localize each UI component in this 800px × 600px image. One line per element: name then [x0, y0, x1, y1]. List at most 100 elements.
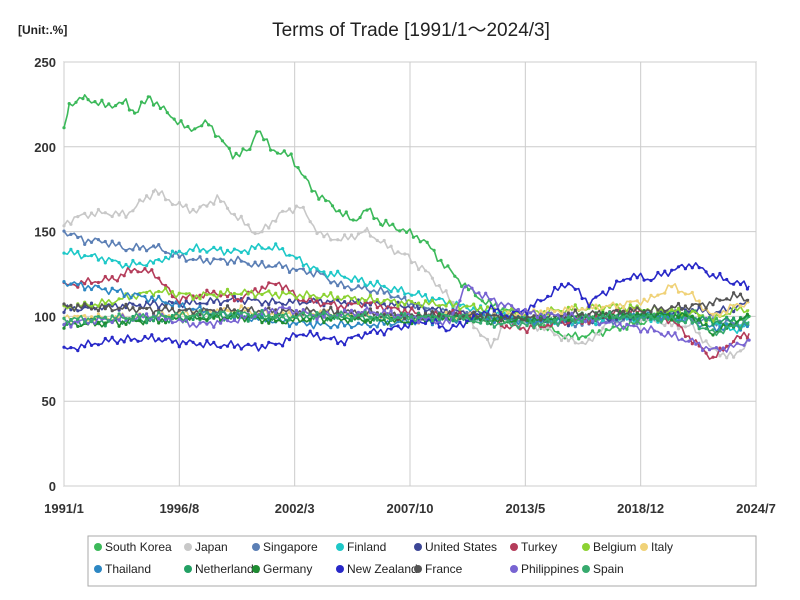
- data-point: [632, 324, 636, 328]
- data-point: [513, 319, 517, 323]
- data-point: [566, 324, 571, 328]
- data-point: [89, 287, 94, 292]
- data-point: [343, 286, 347, 290]
- data-point: [329, 337, 333, 341]
- data-point: [198, 342, 202, 346]
- data-point: [690, 321, 694, 325]
- legend-label: Finland: [347, 540, 386, 554]
- data-point: [260, 343, 264, 348]
- data-point: [89, 305, 94, 309]
- data-point: [117, 318, 121, 322]
- data-point: [151, 311, 156, 316]
- data-point: [556, 313, 560, 317]
- data-point: [83, 314, 87, 318]
- data-point: [281, 321, 285, 325]
- data-point: [444, 304, 448, 308]
- data-point: [83, 345, 87, 349]
- data-point: [76, 324, 80, 328]
- data-point: [145, 306, 149, 311]
- data-point: [110, 214, 114, 219]
- data-point: [718, 314, 722, 318]
- data-point: [246, 251, 250, 256]
- data-point: [513, 316, 517, 320]
- data-point: [368, 320, 372, 324]
- legend-swatch: [252, 565, 260, 573]
- data-point: [131, 302, 135, 306]
- data-point: [96, 320, 100, 324]
- data-point: [704, 270, 708, 274]
- data-point: [403, 295, 407, 299]
- data-point: [138, 247, 142, 251]
- data-point: [212, 311, 216, 315]
- data-point: [628, 277, 632, 281]
- data-point: [322, 235, 326, 239]
- data-point: [239, 347, 243, 351]
- data-point: [301, 205, 305, 209]
- data-point: [676, 301, 681, 306]
- data-point: [329, 315, 333, 320]
- data-point: [535, 316, 540, 320]
- data-point: [566, 308, 571, 313]
- data-point: [198, 249, 202, 253]
- data-point: [62, 302, 66, 306]
- data-point: [676, 315, 681, 320]
- data-point: [747, 338, 751, 342]
- data-point: [690, 303, 694, 307]
- legend-label: United States: [425, 540, 497, 554]
- data-point: [499, 315, 503, 319]
- data-point: [670, 285, 674, 289]
- data-point: [308, 268, 312, 272]
- data-point: [652, 329, 657, 333]
- data-point: [260, 259, 264, 264]
- legend-swatch: [510, 543, 518, 551]
- series-points: [62, 189, 750, 360]
- data-point: [138, 316, 142, 320]
- data-point: [444, 317, 448, 321]
- data-point: [525, 330, 529, 335]
- data-point: [219, 310, 223, 314]
- data-point: [336, 298, 340, 302]
- data-point: [122, 294, 126, 299]
- data-point: [697, 303, 701, 307]
- data-point: [479, 313, 483, 317]
- data-point: [62, 323, 66, 327]
- data-point: [267, 281, 271, 285]
- data-point: [368, 316, 372, 320]
- data-point: [308, 294, 312, 298]
- data-point: [506, 319, 510, 323]
- data-point: [503, 304, 507, 309]
- data-point: [410, 306, 414, 310]
- legend-label: New Zealand: [347, 562, 418, 576]
- data-point: [430, 298, 434, 302]
- data-point: [375, 331, 379, 335]
- data-point: [103, 302, 107, 306]
- legend-swatch: [640, 543, 648, 551]
- data-point: [239, 299, 243, 303]
- data-point: [563, 312, 567, 316]
- data-point: [212, 340, 216, 344]
- data-point: [117, 306, 121, 310]
- data-point: [539, 323, 543, 327]
- data-point: [492, 308, 496, 312]
- data-point: [403, 312, 407, 316]
- data-point: [382, 322, 386, 326]
- data-point: [656, 270, 660, 275]
- data-point: [566, 311, 571, 315]
- data-point: [253, 231, 257, 236]
- data-point: [301, 308, 305, 312]
- data-point: [368, 301, 372, 305]
- data-point: [656, 312, 660, 316]
- data-point: [110, 335, 114, 339]
- data-point: [615, 279, 619, 283]
- data-point: [663, 323, 667, 328]
- data-point: [172, 117, 176, 121]
- data-point: [697, 327, 701, 331]
- data-point: [485, 337, 490, 342]
- data-point: [343, 300, 347, 304]
- data-point: [704, 306, 708, 310]
- data-point: [559, 317, 564, 321]
- x-tick-label: 1996/8: [159, 501, 199, 516]
- data-point: [219, 345, 223, 349]
- data-point: [151, 189, 156, 193]
- series-line: [63, 287, 750, 323]
